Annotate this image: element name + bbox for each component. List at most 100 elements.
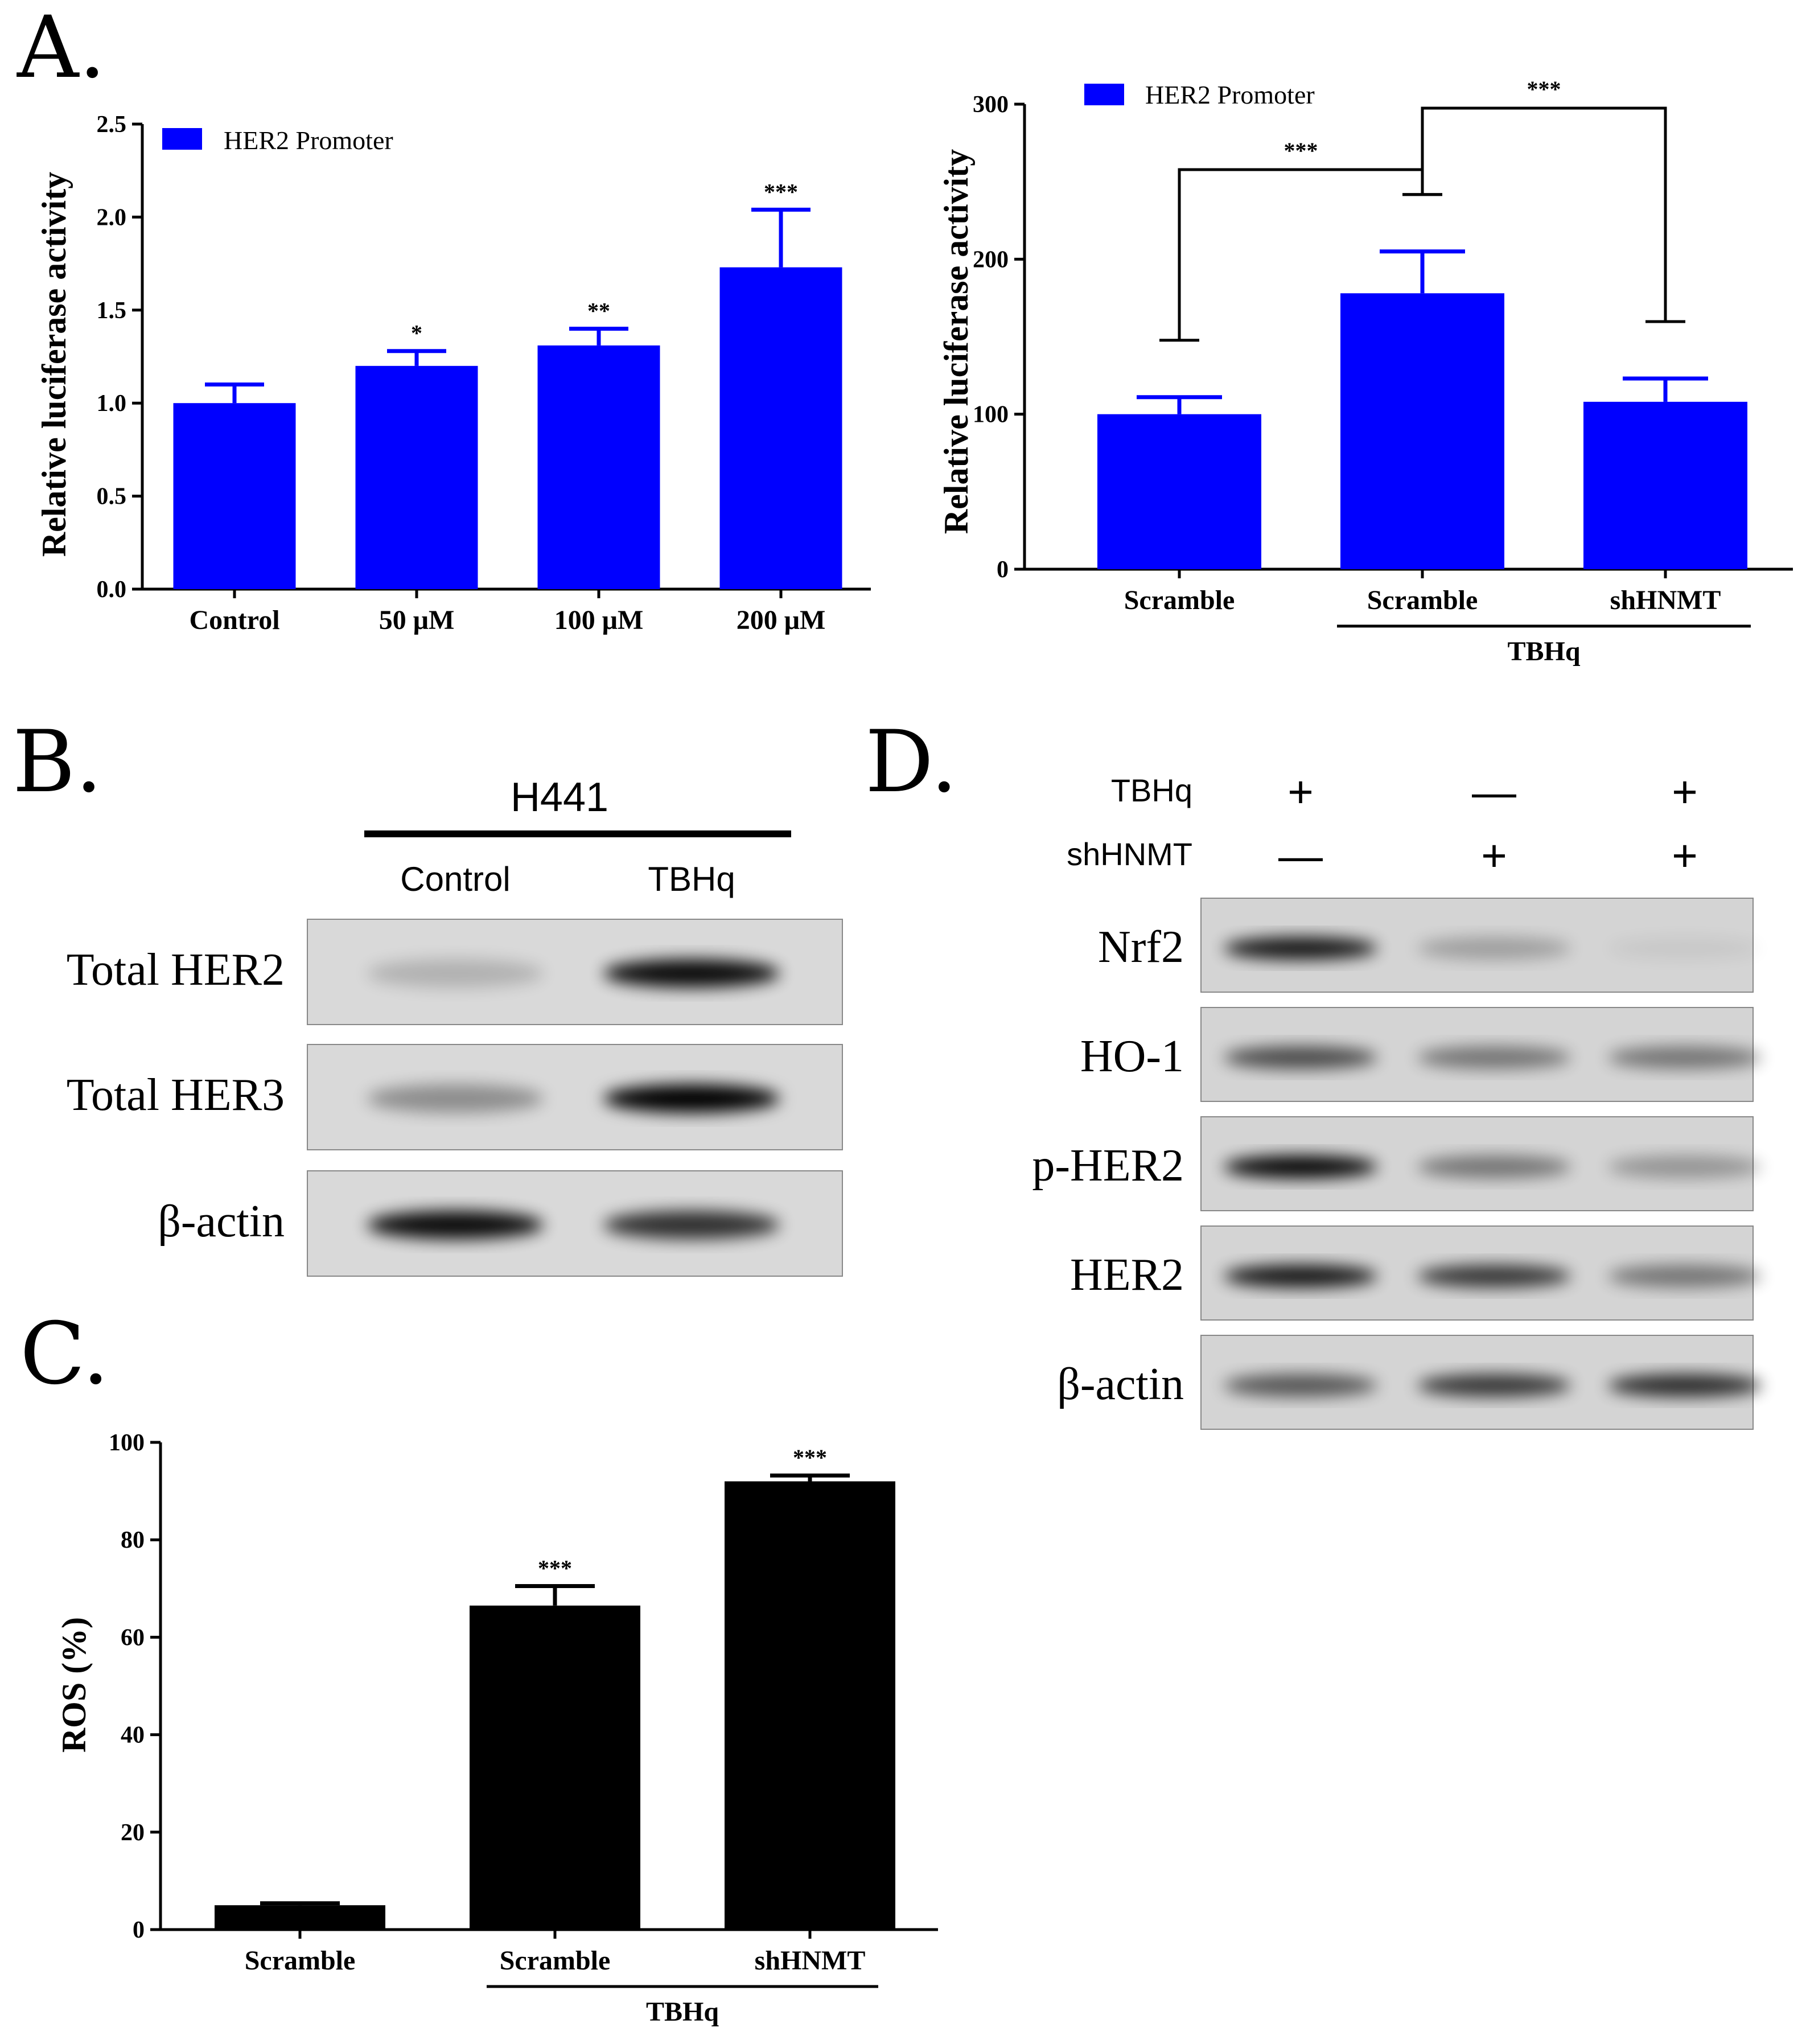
chart-a-shhnmt-bar bbox=[1097, 414, 1261, 569]
chart-c-ros-category-label: shHNMT bbox=[755, 1946, 866, 1976]
blot-d-band bbox=[1608, 1374, 1762, 1397]
chart-c-ros-bar bbox=[725, 1481, 895, 1930]
blot-b-band bbox=[603, 959, 780, 988]
blot-b-band bbox=[603, 1084, 780, 1113]
chart-c-ros-ytick-label: 20 bbox=[121, 1820, 145, 1846]
blot-d-row-label: HER2 bbox=[1070, 1250, 1184, 1300]
chart-a-shhnmt-ytick-label: 200 bbox=[973, 246, 1009, 273]
blot-d-condition-label: shHNMT bbox=[1067, 836, 1192, 872]
chart-a-shhnmt-ytick-label: 0 bbox=[997, 557, 1009, 583]
chart-c-ros-ylabel: ROS (%) bbox=[55, 1617, 93, 1753]
blot-d-condition-sign: — bbox=[1278, 830, 1323, 881]
blot-b-cell-line: H441 bbox=[511, 775, 608, 820]
chart-a-shhnmt-category-label: shHNMT bbox=[1610, 585, 1721, 615]
chart-a-dose-ytick-label: 1.0 bbox=[97, 390, 127, 417]
blot-d-band bbox=[1224, 1265, 1377, 1288]
chart-c-ros-category-label: Scramble bbox=[500, 1946, 611, 1976]
chart-c-ros-bar bbox=[215, 1905, 385, 1930]
blot-b: H441 Control TBHq Total HER2 Total HER3 β-ac… bbox=[67, 775, 843, 1277]
chart-a-dose-ytick-label: 2.0 bbox=[97, 204, 127, 231]
chart-c-ros-ytick-label: 100 bbox=[109, 1430, 145, 1456]
chart-a-dose-ytick-label: 1.5 bbox=[97, 298, 127, 324]
blot-d: TBHq + — + shHNMT — + + Nrf2 HO-1 p-HER2 HER2 β-acti… bbox=[1032, 767, 1762, 1430]
panel-label-c: C. bbox=[20, 1305, 109, 1404]
chart-a-shhnmt-category-label: Scramble bbox=[1124, 585, 1235, 615]
chart-a-dose-ytick-label: 0.0 bbox=[97, 577, 127, 603]
chart-a-dose-bar bbox=[355, 365, 478, 589]
panel-label-a: A. bbox=[17, 0, 106, 97]
blot-b-row-label: β-actin bbox=[158, 1196, 285, 1247]
chart-a-shhnmt-bracket bbox=[1421, 106, 1667, 322]
chart-a-dose-bar bbox=[173, 403, 296, 589]
blot-d-band bbox=[1417, 1265, 1571, 1288]
blot-d-condition-sign: + bbox=[1481, 830, 1507, 881]
chart-a-shhnmt-bar bbox=[1340, 293, 1504, 569]
blot-d-condition-sign: + bbox=[1287, 767, 1314, 817]
blot-d-band bbox=[1417, 1046, 1571, 1069]
blot-d-row-label: HO-1 bbox=[1080, 1031, 1184, 1081]
chart-a-shhnmt-ytick-label: 100 bbox=[973, 402, 1009, 428]
chart-a-dose-legend-label: HER2 Promoter bbox=[224, 126, 393, 155]
blot-d-band bbox=[1417, 1155, 1571, 1178]
blot-b-column-label: Control bbox=[400, 860, 510, 898]
panel-label-b: B. bbox=[13, 713, 102, 812]
chart-c-ros-bar bbox=[470, 1605, 640, 1930]
chart-a-shhnmt-bracket-label: *** bbox=[1284, 138, 1318, 163]
blot-d-condition-label: TBHq bbox=[1111, 772, 1192, 808]
blot-d-row-label: p-HER2 bbox=[1032, 1141, 1184, 1191]
chart-a-shhnmt-group-label: TBHq bbox=[1507, 636, 1580, 667]
chart-a-shhnmt: Relative luciferase activity HER2 Promot… bbox=[937, 76, 1793, 667]
blot-b-column-label: TBHq bbox=[648, 860, 735, 898]
chart-a-shhnmt-bracket-label: *** bbox=[1527, 76, 1561, 102]
chart-a-dose-category-label: 100 μM bbox=[554, 605, 644, 635]
blot-d-row-label: Nrf2 bbox=[1098, 922, 1184, 972]
chart-c-ros-ytick-label: 0 bbox=[133, 1917, 145, 1943]
blot-d-band bbox=[1224, 1374, 1377, 1397]
blot-b-band bbox=[367, 1084, 544, 1113]
chart-c-ros-significance: *** bbox=[793, 1445, 827, 1470]
blot-d-condition-sign: + bbox=[1672, 767, 1698, 817]
chart-c-ros-ytick-label: 60 bbox=[121, 1624, 145, 1651]
chart-a-dose-ylabel: Relative luciferase activity bbox=[35, 172, 73, 557]
blot-b-band bbox=[603, 1211, 780, 1239]
chart-a-dose-category-label: 200 μM bbox=[737, 605, 826, 635]
chart-a-dose-legend-swatch bbox=[162, 128, 202, 150]
chart-a-dose-bar bbox=[719, 267, 842, 589]
blot-d-band bbox=[1224, 1046, 1377, 1069]
chart-a-dose: Relative luciferase activity HER2 Promot… bbox=[35, 112, 871, 635]
blot-d-band bbox=[1608, 1265, 1762, 1288]
blot-d-condition-sign: — bbox=[1472, 767, 1516, 817]
chart-c-ros: ROS (%) 0 20 40 60 80 100 Scramble Scramble *** s… bbox=[55, 1430, 938, 2027]
blot-d-band bbox=[1224, 1155, 1377, 1178]
chart-a-shhnmt-ytick-label: 300 bbox=[973, 92, 1009, 118]
chart-c-ros-significance: *** bbox=[538, 1556, 572, 1581]
chart-a-shhnmt-legend-swatch bbox=[1084, 84, 1124, 105]
blot-d-band bbox=[1608, 1155, 1762, 1178]
blot-d-band bbox=[1224, 937, 1377, 960]
chart-a-dose-ytick-label: 0.5 bbox=[97, 484, 127, 510]
blot-d-band bbox=[1608, 1046, 1762, 1069]
blot-d-condition-sign: + bbox=[1672, 830, 1698, 881]
chart-c-ros-ytick-label: 80 bbox=[121, 1527, 145, 1553]
chart-c-ros-ytick-label: 40 bbox=[121, 1722, 145, 1749]
chart-a-shhnmt-category-label: Scramble bbox=[1367, 585, 1478, 615]
chart-c-ros-category-label: Scramble bbox=[245, 1946, 356, 1976]
chart-c-ros-group-label: TBHq bbox=[646, 1997, 719, 2027]
panel-label-d: D. bbox=[865, 713, 958, 812]
chart-a-shhnmt-ylabel: Relative luciferase activity bbox=[937, 149, 975, 534]
blot-b-row-label: Total HER2 bbox=[67, 945, 285, 995]
chart-a-dose-significance: *** bbox=[764, 179, 798, 204]
chart-a-dose-significance: * bbox=[411, 320, 422, 346]
blot-b-band bbox=[367, 1211, 544, 1239]
chart-a-dose-bar bbox=[537, 345, 660, 589]
chart-a-shhnmt-legend-label: HER2 Promoter bbox=[1145, 80, 1315, 109]
blot-b-row-label: Total HER3 bbox=[67, 1070, 285, 1120]
blot-d-band bbox=[1417, 1374, 1571, 1397]
blot-d-row-label: β-actin bbox=[1057, 1359, 1184, 1409]
blot-b-band bbox=[367, 959, 544, 988]
chart-a-dose-category-label: Control bbox=[189, 605, 279, 635]
blot-d-band bbox=[1417, 937, 1571, 960]
chart-a-dose-category-label: 50 μM bbox=[379, 605, 455, 635]
chart-a-dose-ytick-label: 2.5 bbox=[97, 112, 127, 138]
